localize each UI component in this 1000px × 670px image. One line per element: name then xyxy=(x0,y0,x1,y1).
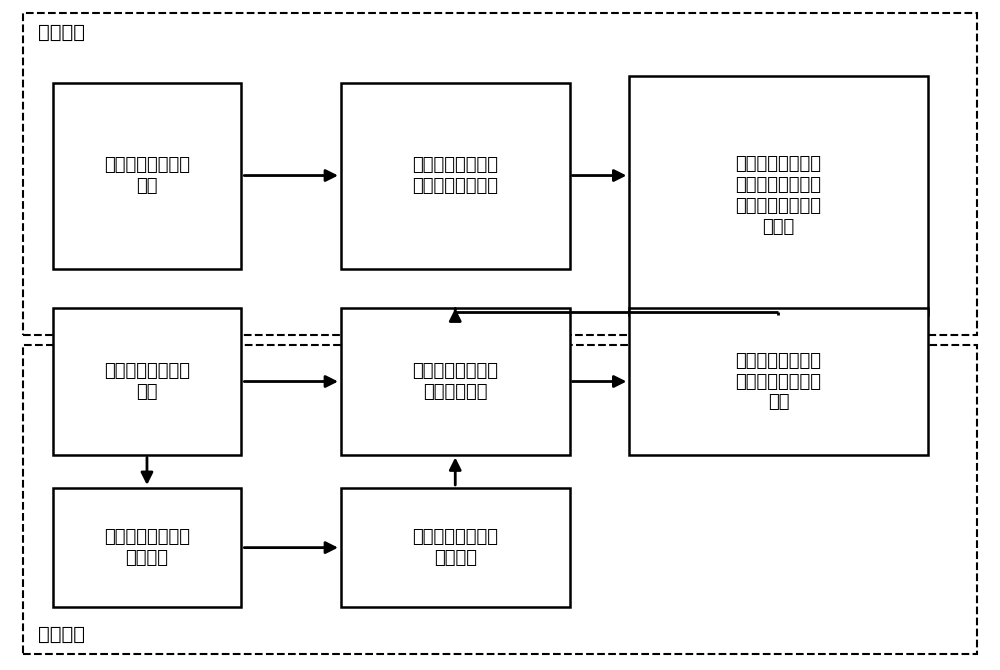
Text: 步骤二、将充电曲
线分割为数据片段: 步骤二、将充电曲 线分割为数据片段 xyxy=(412,156,498,195)
Text: 步骤四、训练后的
深度学习算法: 步骤四、训练后的 深度学习算法 xyxy=(412,362,498,401)
Bar xyxy=(341,82,570,269)
Bar xyxy=(341,488,570,608)
Text: 步骤六、积累充电
曲线数据: 步骤六、积累充电 曲线数据 xyxy=(104,528,190,567)
Text: 步骤一、获取充电
曲线: 步骤一、获取充电 曲线 xyxy=(104,156,190,195)
Bar xyxy=(341,308,570,455)
Bar xyxy=(629,76,928,315)
Bar xyxy=(23,13,977,335)
Bar xyxy=(53,82,241,269)
Bar xyxy=(23,345,977,654)
Text: 步骤五、从完整充
电曲线中提取电池
状态: 步骤五、从完整充 电曲线中提取电池 状态 xyxy=(735,352,821,411)
Bar xyxy=(629,308,928,455)
Text: 步骤六、更新深度
学习算法: 步骤六、更新深度 学习算法 xyxy=(412,528,498,567)
Text: 在线应用: 在线应用 xyxy=(38,625,85,644)
Text: 步骤四、采集充电
片段: 步骤四、采集充电 片段 xyxy=(104,362,190,401)
Text: 步骤三、深度学习
算法训练数据片段
与完整充电曲线间
的关系: 步骤三、深度学习 算法训练数据片段 与完整充电曲线间 的关系 xyxy=(735,155,821,236)
Bar xyxy=(53,488,241,608)
Text: 离线训练: 离线训练 xyxy=(38,23,85,42)
Bar xyxy=(53,308,241,455)
